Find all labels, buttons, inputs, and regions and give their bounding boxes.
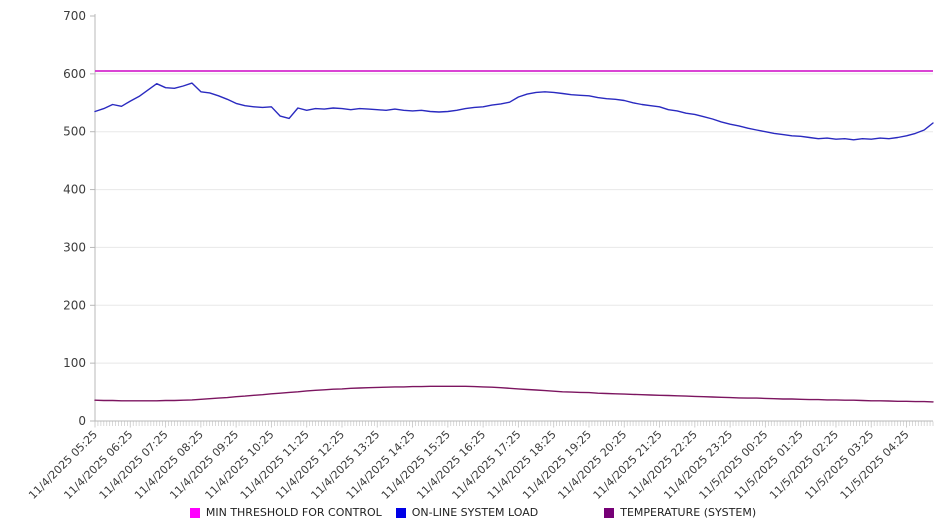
chart-legend: MIN THRESHOLD FOR CONTROL ON-LINE SYSTEM … xyxy=(0,506,946,519)
legend-label: TEMPERATURE (SYSTEM) xyxy=(620,506,757,519)
y-tick-label: 600 xyxy=(63,67,86,81)
y-tick-label: 500 xyxy=(63,125,86,139)
temperature-system-line xyxy=(94,385,934,403)
y-tick-label: 0 xyxy=(78,414,86,428)
legend-label: ON-LINE SYSTEM LOAD xyxy=(411,506,539,519)
online-system-load-line xyxy=(94,82,934,141)
legend-item-min-threshold-for-control: MIN THRESHOLD FOR CONTROL xyxy=(189,506,382,519)
legend-swatch-icon xyxy=(189,507,200,518)
y-tick-label: 100 xyxy=(63,356,86,370)
y-tick-label: 700 xyxy=(63,9,86,23)
y-tick-label: 400 xyxy=(63,183,86,197)
legend-item-temperature-system: TEMPERATURE (SYSTEM) xyxy=(604,506,756,519)
y-tick-label: 300 xyxy=(63,240,86,254)
legend-swatch-icon xyxy=(395,507,406,518)
legend-label: MIN THRESHOLD FOR CONTROL xyxy=(205,506,382,519)
legend-swatch-icon xyxy=(604,507,615,518)
y-tick-label: 200 xyxy=(63,298,86,312)
legend-item-online-system-load: ON-LINE SYSTEM LOAD xyxy=(395,506,539,519)
